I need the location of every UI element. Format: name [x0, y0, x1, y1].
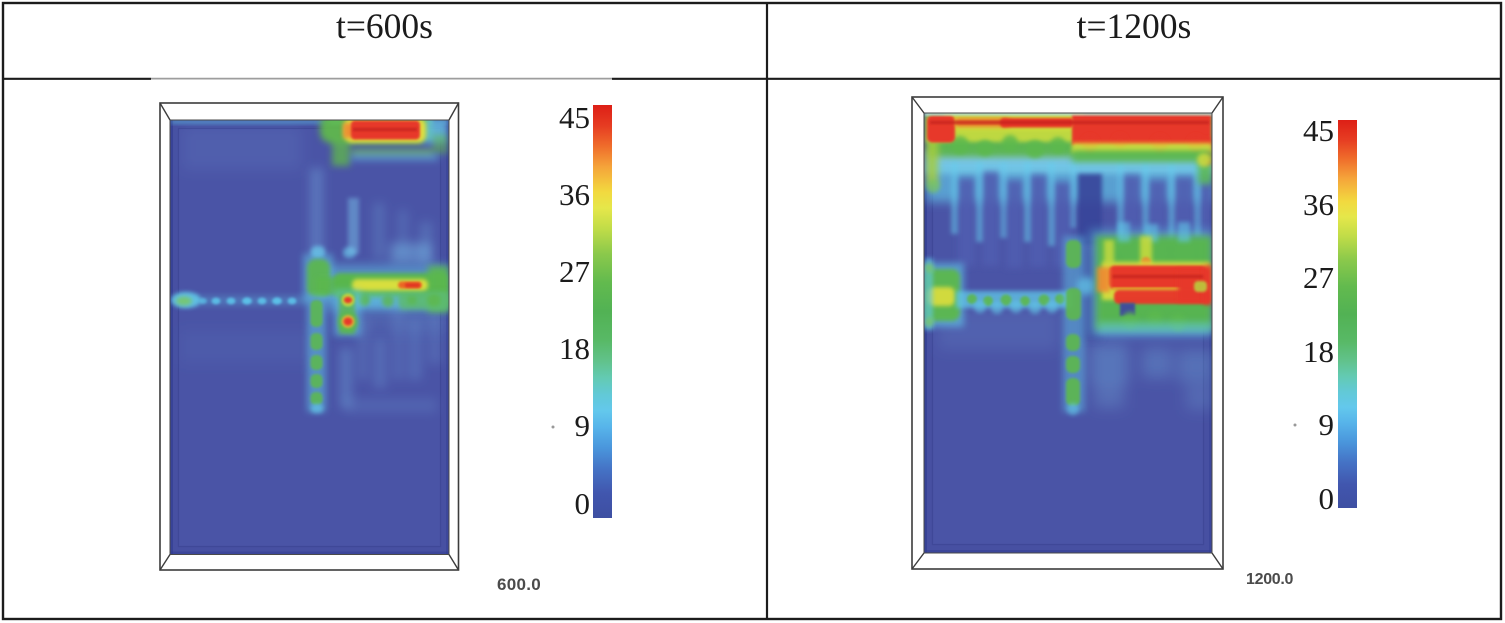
svg-text:t=600s: t=600s	[336, 6, 433, 46]
svg-text:36: 36	[559, 177, 590, 212]
svg-text:45: 45	[559, 100, 590, 135]
svg-text:600.0: 600.0	[497, 575, 541, 594]
svg-text:t=1200s: t=1200s	[1077, 6, 1192, 46]
svg-text:9: 9	[575, 408, 591, 443]
svg-text:27: 27	[1303, 260, 1334, 295]
svg-text:45: 45	[1303, 113, 1334, 148]
svg-text:0: 0	[1319, 481, 1335, 516]
svg-text:0: 0	[575, 486, 591, 521]
svg-text:1200.0: 1200.0	[1246, 571, 1294, 588]
svg-text:9: 9	[1319, 407, 1335, 442]
svg-text:27: 27	[559, 254, 590, 289]
svg-text:18: 18	[559, 331, 590, 366]
svg-text:36: 36	[1303, 187, 1334, 222]
svg-text:18: 18	[1303, 334, 1334, 369]
